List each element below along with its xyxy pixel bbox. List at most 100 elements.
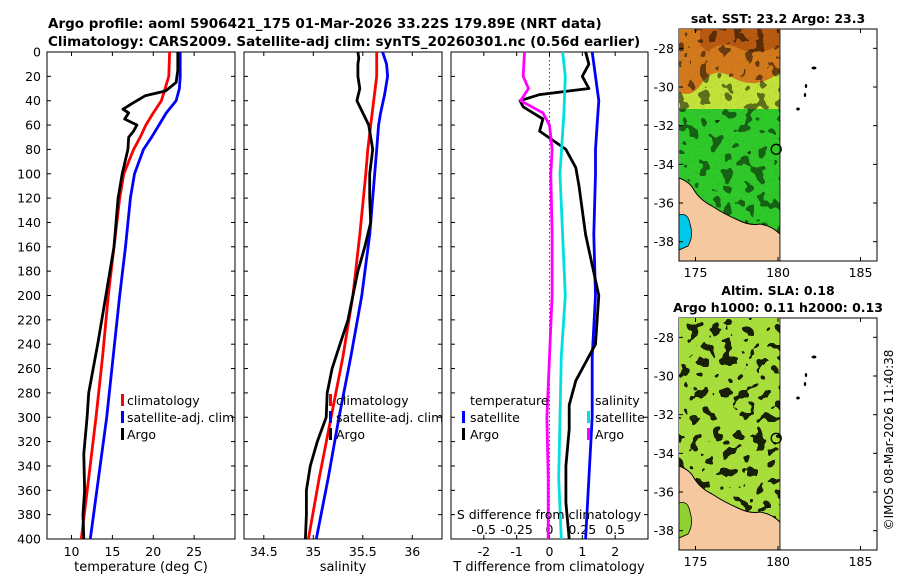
legend-swatch-s-satellite bbox=[587, 411, 590, 423]
imos-credit: ©IMOS 08-Mar-2026 11:40:38 bbox=[882, 350, 896, 531]
y-tick-label: 60 bbox=[25, 118, 41, 133]
temperature-series bbox=[79, 52, 182, 539]
map-x-tick-label: 180 bbox=[766, 265, 790, 280]
x-tick-label: 1 bbox=[578, 544, 586, 559]
x-tick-label: 35.5 bbox=[349, 544, 377, 559]
legend-swatch-climatology bbox=[121, 394, 124, 406]
map-x-tick-label: 180 bbox=[766, 554, 790, 569]
series-argo-line bbox=[304, 52, 375, 539]
sla-map-panel: Altim. SLA: 0.18 Argo h1000: 0.11 h2000:… bbox=[654, 283, 883, 569]
salinity-diff-tick-label: -0.5 bbox=[472, 522, 496, 537]
salinity-diff-tick-label: 0.25 bbox=[568, 522, 596, 537]
legend-label-t-satellite: satellite bbox=[470, 410, 520, 425]
figure-title-line2: Climatology: CARS2009. Satellite-adj cli… bbox=[48, 34, 640, 50]
legend-label-t-argo: Argo bbox=[470, 427, 499, 442]
temperature-panel: 0 20 40 60 80 100 120 140 160 180 200 220 240 260 280 3… bbox=[17, 45, 236, 575]
y-tick-label: 360 bbox=[17, 483, 41, 498]
x-tick-label: 35 bbox=[305, 544, 321, 559]
legend-swatch-t-satellite bbox=[462, 411, 465, 423]
island-dots bbox=[796, 66, 817, 111]
y-tick-label: 240 bbox=[17, 337, 41, 352]
map-y-tick-label: -30 bbox=[654, 80, 674, 95]
series-s-argo-line bbox=[519, 52, 554, 539]
difference-series bbox=[518, 52, 601, 539]
temperature-diff-xlabel: T difference from climatology bbox=[452, 560, 645, 575]
y-tick-label: 320 bbox=[17, 434, 41, 449]
legend-label-satellite: satellite-adj. clim bbox=[127, 410, 234, 425]
map-x-tick-label: 175 bbox=[684, 554, 708, 569]
legend-label-argo: Argo bbox=[336, 427, 365, 442]
x-tick-label: 34.5 bbox=[250, 544, 278, 559]
map-y-tick-label: -38 bbox=[654, 234, 674, 249]
map-y-tick-label: -32 bbox=[654, 118, 674, 133]
series-argo-line bbox=[81, 52, 180, 539]
y-tick-label: 20 bbox=[25, 69, 41, 84]
map-x-tick-label: 185 bbox=[849, 265, 873, 280]
x-tick-label: -2 bbox=[478, 544, 490, 559]
temperature-legend: climatology satellite-adj. clim Argo bbox=[121, 393, 234, 442]
salinity-axes-box bbox=[243, 51, 443, 540]
difference-yticks bbox=[451, 51, 648, 540]
legend-label-satellite: satellite-adj. clim bbox=[336, 410, 443, 425]
y-tick-label: 120 bbox=[17, 191, 41, 206]
series-climatology-line bbox=[79, 52, 171, 539]
x-tick-label: -1 bbox=[510, 544, 522, 559]
salinity-legend: climatology satellite-adj. clim Argo bbox=[329, 393, 443, 442]
map-y-tick-label: -30 bbox=[654, 369, 674, 384]
sst-map-panel: sat. SST: 23.2 Argo: 23.3 175 180 185 -28 -3… bbox=[654, 11, 878, 280]
y-tick-label: 260 bbox=[17, 361, 41, 376]
legend-swatch-argo bbox=[121, 428, 124, 440]
map-y-tick-label: -28 bbox=[654, 41, 674, 56]
legend-label-s-argo: Argo bbox=[595, 427, 624, 442]
legend-label-s-satellite: satellite bbox=[595, 410, 645, 425]
legend-header-temperature: temperature bbox=[470, 393, 549, 408]
series-s-satellite-line bbox=[557, 52, 567, 539]
sla-map-title-line1: Altim. SLA: 0.18 bbox=[721, 283, 834, 298]
salinity-diff-tick-label: 0.5 bbox=[605, 522, 625, 537]
map-y-tick-label: -36 bbox=[654, 485, 674, 500]
y-tick-label: 220 bbox=[17, 312, 41, 327]
map-y-tick-label: -34 bbox=[654, 446, 674, 461]
map-x-tick-label: 175 bbox=[684, 265, 708, 280]
sst-map-title: sat. SST: 23.2 Argo: 23.3 bbox=[691, 11, 865, 26]
salinity-diff-tick-label: -0.25 bbox=[500, 522, 532, 537]
series-climatology-line bbox=[307, 52, 379, 539]
island-dots bbox=[796, 355, 817, 400]
temperature-xticks: 10 15 20 25 bbox=[64, 52, 202, 559]
sla-map-title-line2: Argo h1000: 0.11 h2000: 0.13 bbox=[673, 300, 883, 315]
series-satellite-adj-clim-line bbox=[88, 52, 182, 539]
legend-label-argo: Argo bbox=[127, 427, 156, 442]
legend-header-salinity: salinity bbox=[595, 393, 640, 408]
x-tick-label: 0 bbox=[546, 544, 554, 559]
y-tick-label: 0 bbox=[33, 45, 41, 60]
series-satellite-adj-clim-line bbox=[314, 52, 390, 539]
salinity-xlabel: salinity bbox=[320, 560, 367, 575]
legend-swatch-t-argo bbox=[462, 428, 465, 440]
salinity-yticks bbox=[244, 51, 442, 540]
salinity-panel: 34.5 35 35.5 36 salinity climatology satell… bbox=[243, 51, 443, 575]
difference-panel: -2 -1 0 1 2-0.5 -0.25 0 0.25 0.5 S difference fr… bbox=[450, 51, 649, 575]
x-tick-label: 25 bbox=[186, 544, 202, 559]
temperature-axes-box bbox=[46, 51, 236, 540]
legend-swatch-argo bbox=[329, 428, 332, 440]
salinity-xticks: 34.5 35 35.5 36 bbox=[250, 52, 420, 559]
map-y-tick-label: -32 bbox=[654, 407, 674, 422]
difference-xticks: -2 -1 0 1 2-0.5 -0.25 0 0.25 0.5 bbox=[472, 52, 625, 559]
legend-swatch-satellite bbox=[121, 411, 124, 423]
temperature-xlabel: temperature (deg C) bbox=[74, 560, 208, 575]
figure-title-line1: Argo profile: aoml 5906421_175 01-Mar-20… bbox=[48, 16, 602, 32]
sla-map-ticks: 175 180 185 -28 -30 -32 -34 -36 -38 bbox=[654, 318, 877, 569]
salinity-diff-xlabel: S difference from climatology bbox=[457, 507, 642, 522]
temperature-yticks: 0 20 40 60 80 100 120 140 160 180 200 220 240 260 280 3… bbox=[17, 45, 235, 547]
x-tick-label: 2 bbox=[611, 544, 619, 559]
y-tick-label: 80 bbox=[25, 142, 41, 157]
difference-legend: temperature satellite Argo salinity sate… bbox=[462, 393, 645, 442]
y-tick-label: 400 bbox=[17, 532, 41, 547]
y-tick-label: 40 bbox=[25, 93, 41, 108]
map-y-tick-label: -28 bbox=[654, 330, 674, 345]
sst-field bbox=[679, 29, 780, 261]
x-tick-label: 10 bbox=[64, 544, 80, 559]
argo-location-marker bbox=[770, 143, 782, 155]
y-tick-label: 160 bbox=[17, 239, 41, 254]
x-tick-label: 15 bbox=[104, 544, 120, 559]
